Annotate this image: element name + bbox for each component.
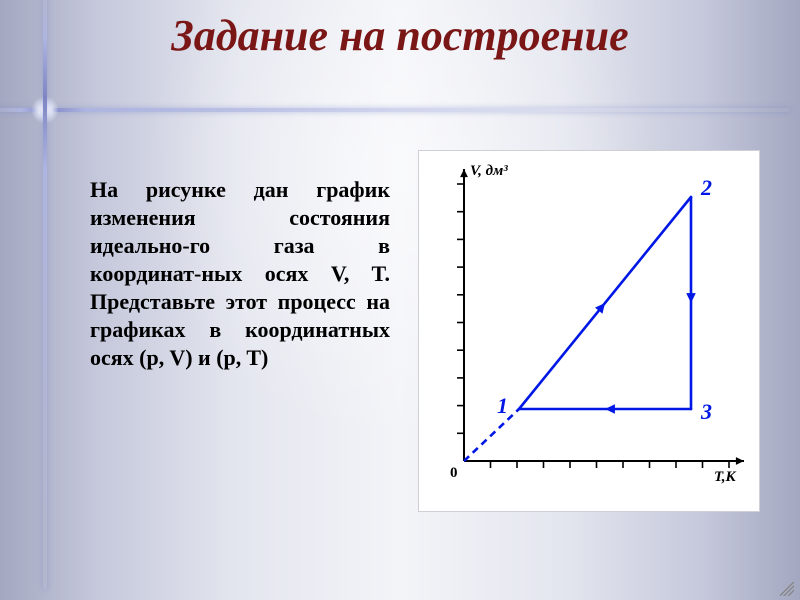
resize-grip-icon — [780, 582, 794, 596]
x-axis-label: T,К — [714, 469, 737, 485]
vt-diagram: V, дм³ T,К 0 1 2 3 — [418, 150, 760, 512]
slide-title: Задание на построение — [0, 10, 800, 61]
lens-flare-decoration — [45, 110, 46, 111]
node-label-3: 3 — [700, 399, 712, 424]
origin-label: 0 — [450, 465, 458, 481]
y-axis-label: V, дм³ — [470, 163, 508, 179]
node-label-2: 2 — [700, 175, 712, 200]
node-label-1: 1 — [497, 393, 508, 418]
vt-diagram-svg: V, дм³ T,К 0 1 2 3 — [419, 151, 759, 511]
task-description: На рисунке дан график изменения состояни… — [90, 176, 390, 372]
